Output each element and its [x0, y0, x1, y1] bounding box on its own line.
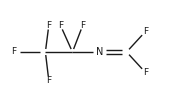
- Text: F: F: [58, 21, 63, 30]
- Text: N: N: [96, 47, 103, 57]
- Text: F: F: [80, 21, 85, 30]
- Text: F: F: [143, 27, 148, 36]
- Text: F: F: [46, 21, 51, 30]
- Text: F: F: [143, 68, 148, 77]
- Text: F: F: [11, 48, 16, 56]
- Text: F: F: [46, 76, 51, 85]
